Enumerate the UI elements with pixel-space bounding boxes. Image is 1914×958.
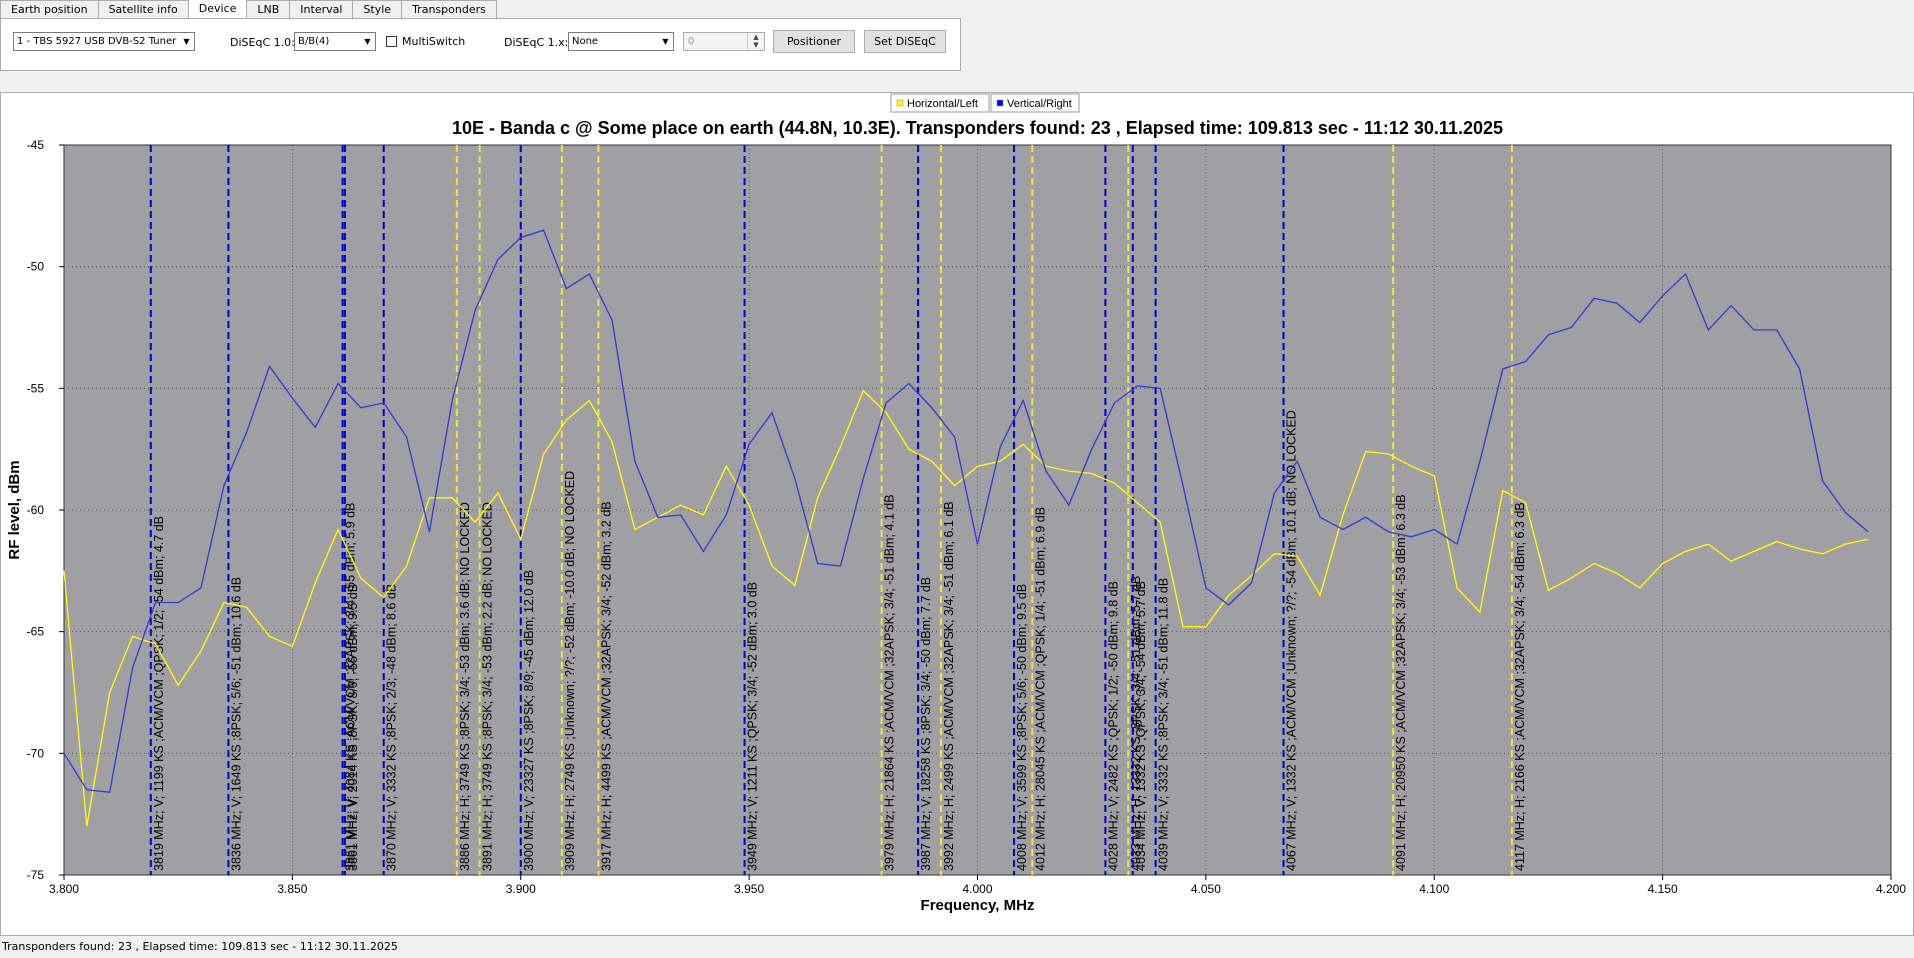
transponder-marker-label: 3979 MHz; H; 21864 KS ;ACM/VCM ;32APSK; …	[883, 494, 897, 871]
transponder-marker-label: 3917 MHz; H; 4499 KS ;ACM/VCM ;32APSK; 3…	[599, 501, 613, 871]
tab-satellite-info[interactable]: Satellite info	[97, 0, 189, 18]
y-tick-label: -45	[27, 138, 45, 152]
spectrum-chart: 3.800 3.850 3.900 3.950 4.000 4.050 4.100 4.150…	[0, 92, 1914, 936]
tab-transponders[interactable]: Transponders	[401, 0, 497, 18]
transponder-marker-label: 3861 MHz; V; 4084 KS ;ACM/VCM ;32APSK; 3…	[344, 503, 358, 871]
diseqc1x-select[interactable]: None ▼	[568, 32, 674, 51]
transponder-marker-label: 4067 MHz; V; 1332 KS ;ACM/VCM ;Unknown; …	[1285, 410, 1299, 871]
y-tick-label: -50	[27, 260, 45, 274]
x-tick-label: 3.850	[277, 882, 307, 896]
transponder-marker-label: 4012 MHz; H; 28045 KS ;ACM/VCM ;QPSK; 1/…	[1033, 507, 1047, 871]
spin-arrows-icon[interactable]: ▲ ▼	[747, 33, 764, 50]
tuner-select[interactable]: 1 - TBS 5927 USB DVB-S2 Tuner ▼	[13, 32, 195, 51]
transponder-marker-label: 3949 MHz; V; 1211 KS ;QPSK; 3/4; -52 dBm…	[746, 582, 760, 871]
y-tick-label: -65	[27, 625, 45, 639]
chart-title: 10E - Banda c @ Some place on earth (44.…	[452, 118, 1503, 138]
tuner-value: 1 - TBS 5927 USB DVB-S2 Tuner	[17, 36, 177, 47]
transponder-marker-label: 3992 MHz; H; 2499 KS ;ACM/VCM ;32APSK; 3…	[942, 501, 956, 871]
tab-interval[interactable]: Interval	[289, 0, 354, 18]
transponder-marker-label: 4039 MHz; V; 3332 KS ;8PSK; 3/4; -51 dBm…	[1157, 578, 1171, 871]
legend-swatch	[896, 99, 904, 107]
x-axis-label: Frequency, MHz	[921, 897, 1035, 914]
spin-value: 0	[688, 36, 695, 47]
transponder-marker-label: 4091 MHz; H; 20950 KS ;ACM/VCM ;32APSK; …	[1394, 494, 1408, 871]
multiswitch-checkbox[interactable]	[386, 36, 397, 47]
transponder-marker-label: 3891 MHz; H; 3749 KS ;8PSK; 3/4; -53 dBm…	[481, 502, 495, 871]
transponder-marker-label: 3900 MHz; V; 23327 KS ;8PSK; 8/9; -45 dB…	[522, 570, 536, 871]
x-tick-label: 4.150	[1648, 882, 1678, 896]
series-line-vertical	[63, 229, 1869, 794]
legend-label: Vertical/Right	[1007, 98, 1072, 110]
transponder-marker-label: 4117 MHz; H; 2166 KS ;ACM/VCM ;32APSK; 3…	[1513, 502, 1527, 871]
x-tick-label: 4.000	[962, 882, 992, 896]
y-axis-label: RF level, dBm	[6, 460, 23, 559]
legend-swatch	[996, 99, 1004, 107]
transponder-marker-label: 3909 MHz; H; 2749 KS ;Unknown; ?/?; -52 …	[563, 471, 577, 871]
diseqc-spin-input[interactable]: 0 ▲ ▼	[683, 32, 765, 51]
x-tick-label: 4.200	[1876, 882, 1906, 896]
status-bar: Transponders found: 23 , Elapsed time: 1…	[2, 940, 398, 953]
chevron-down-icon: ▼	[360, 33, 375, 50]
set-diseqc-button[interactable]: Set DiSEqC	[864, 30, 946, 53]
x-tick-label: 4.100	[1419, 882, 1449, 896]
spectrum-chart-svg: 3.800 3.850 3.900 3.950 4.000 4.050 4.100 4.150…	[6, 93, 1906, 914]
tab-earth-position[interactable]: Earth position	[0, 0, 99, 18]
diseqc10-label: DiSEqC 1.0:	[230, 36, 295, 49]
diseqc1x-label: DiSEqC 1.x:	[504, 36, 569, 49]
transponder-marker-label: 3870 MHz; V; 3332 KS ;8PSK; 2/3; -48 dBm…	[385, 584, 399, 871]
tab-device[interactable]: Device	[187, 0, 248, 19]
transponder-marker-label: 3987 MHz; V; 18258 KS ;8PSK; 3/4; -50 dB…	[919, 577, 933, 871]
legend: Horizontal/Left Vertical/Right	[890, 93, 1080, 113]
transponder-marker-label: 3861 MHz; V; 2014 KS ;8PSK; 8/9; -55 dBm…	[346, 584, 360, 871]
tab-lnb[interactable]: LNB	[246, 0, 291, 18]
tab-strip: Earth position Satellite info Device LNB Int…	[0, 0, 497, 19]
positioner-button[interactable]: Positioner	[773, 30, 855, 53]
chevron-down-icon: ▼	[658, 33, 673, 50]
transponder-marker-label: 3819 MHz; V; 1199 KS ;ACM/VCM ;QPSK; 1/2…	[152, 516, 166, 871]
y-tick-label: -70	[27, 746, 45, 760]
y-tick-label: -75	[27, 868, 45, 882]
transponder-marker-label: 4008 MHz; V; 3599 KS ;8PSK; 5/6; -50 dBm…	[1015, 584, 1029, 871]
diseqc10-select[interactable]: B/B(4) ▼	[294, 32, 376, 51]
legend-box	[890, 93, 990, 113]
legend-box	[990, 93, 1080, 113]
y-tick-label: -60	[27, 503, 45, 517]
multiswitch-label: MultiSwitch	[402, 35, 466, 48]
chevron-down-icon: ▼	[179, 33, 194, 50]
x-tick-label: 3.800	[49, 882, 79, 896]
device-panel: 1 - TBS 5927 USB DVB-S2 Tuner ▼ DiSEqC 1…	[0, 18, 961, 71]
transponder-marker-label: 4034 MHz; V; 1332 KS ;QPSK; 3/4; -54 dBm…	[1134, 581, 1148, 871]
transponder-marker-label: 3886 MHz; H; 3749 KS ;8PSK; 3/4; -53 dBm…	[458, 502, 472, 871]
transponder-marker-label: 4028 MHz; V; 2482 KS ;QPSK; 1/2; -50 dBm…	[1106, 581, 1120, 871]
transponder-marker-label: 3836 MHz; V; 1649 KS ;8PSK; 5/6; -51 dBm…	[229, 577, 243, 871]
tab-style[interactable]: Style	[352, 0, 403, 18]
diseqc10-value: B/B(4)	[298, 36, 330, 47]
diseqc1x-value: None	[572, 36, 599, 47]
legend-label: Horizontal/Left	[907, 98, 978, 110]
series-line-horizontal	[63, 389, 1869, 827]
y-tick-label: -55	[27, 381, 45, 395]
x-tick-label: 3.950	[734, 882, 764, 896]
x-tick-label: 4.050	[1191, 882, 1221, 896]
x-tick-label: 3.900	[506, 882, 536, 896]
